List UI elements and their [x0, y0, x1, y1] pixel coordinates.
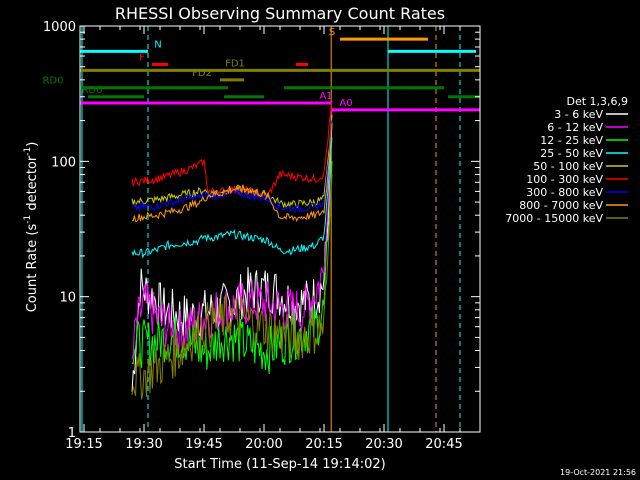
x-tick-label: 19:30 — [125, 437, 162, 452]
footer-date: 19-Oct-2021 21:56 — [560, 468, 636, 477]
legend-label: 7000 - 15000 keV — [505, 212, 603, 225]
y-label-exponent: -1 — [23, 215, 33, 224]
series-line — [131, 100, 333, 199]
x-tick-label: 19:45 — [185, 437, 222, 452]
flag-label: RD6 — [81, 85, 102, 96]
x-tick-label: 20:45 — [425, 437, 462, 452]
legend-label: 6 - 12 keV — [547, 121, 603, 134]
legend-label: 800 - 7000 keV — [519, 199, 603, 212]
x-axis-label: Start Time (11-Sep-14 19:14:02) — [174, 457, 385, 472]
y-label-exponent: -1 — [23, 147, 33, 156]
y-tick-label: 1 — [68, 426, 76, 441]
legend-label: 3 - 6 keV — [554, 108, 603, 121]
x-tick-label: 20:15 — [305, 437, 342, 452]
legend-label: 12 - 25 keV — [540, 134, 603, 147]
flag-label: RD0 — [42, 76, 63, 87]
chart-title: RHESSI Observing Summary Count Rates — [115, 4, 445, 23]
y-label-part: detector — [25, 155, 40, 215]
x-tick-label: 19:15 — [65, 437, 102, 452]
series-line — [131, 120, 333, 214]
legend-label: 300 - 800 keV — [526, 186, 603, 199]
legend-label: 50 - 100 keV — [533, 160, 603, 173]
flag-label: A1 — [319, 91, 332, 102]
y-label-part: ) — [25, 142, 40, 147]
y-tick-label: 100 — [51, 155, 76, 170]
x-tick-label: 20:30 — [365, 437, 402, 452]
flag-label: N — [154, 39, 161, 50]
series-line — [131, 137, 333, 259]
series-line — [131, 174, 333, 400]
flag-label: FD2 — [192, 68, 212, 79]
legend-label: 25 - 50 keV — [540, 147, 603, 160]
flag-label: A0 — [339, 98, 352, 109]
flag-label: FD1 — [225, 58, 245, 69]
y-label-part: Count Rate (s — [25, 224, 40, 313]
y-axis-label: Count Rate (s-1 detector-1) — [23, 142, 40, 313]
y-tick-label: 1000 — [43, 20, 76, 35]
y-tick-label: 10 — [59, 291, 76, 306]
x-tick-label: 20:00 — [245, 437, 282, 452]
series-line — [131, 123, 333, 222]
flag-label: F — [139, 52, 145, 63]
legend-label: 100 - 300 keV — [526, 173, 603, 186]
flag-label: S — [329, 27, 335, 38]
legend-title: Det 1,3,6,9 — [566, 95, 628, 108]
plot-area: NF S FD1 FD2 RD0 RD6 A1 A0 19:15 19:30 19:45 20:00 2… — [42, 20, 481, 452]
